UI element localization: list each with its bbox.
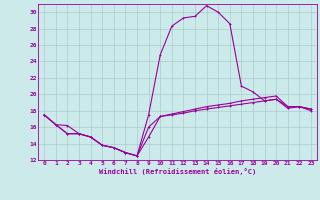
- X-axis label: Windchill (Refroidissement éolien,°C): Windchill (Refroidissement éolien,°C): [99, 168, 256, 175]
